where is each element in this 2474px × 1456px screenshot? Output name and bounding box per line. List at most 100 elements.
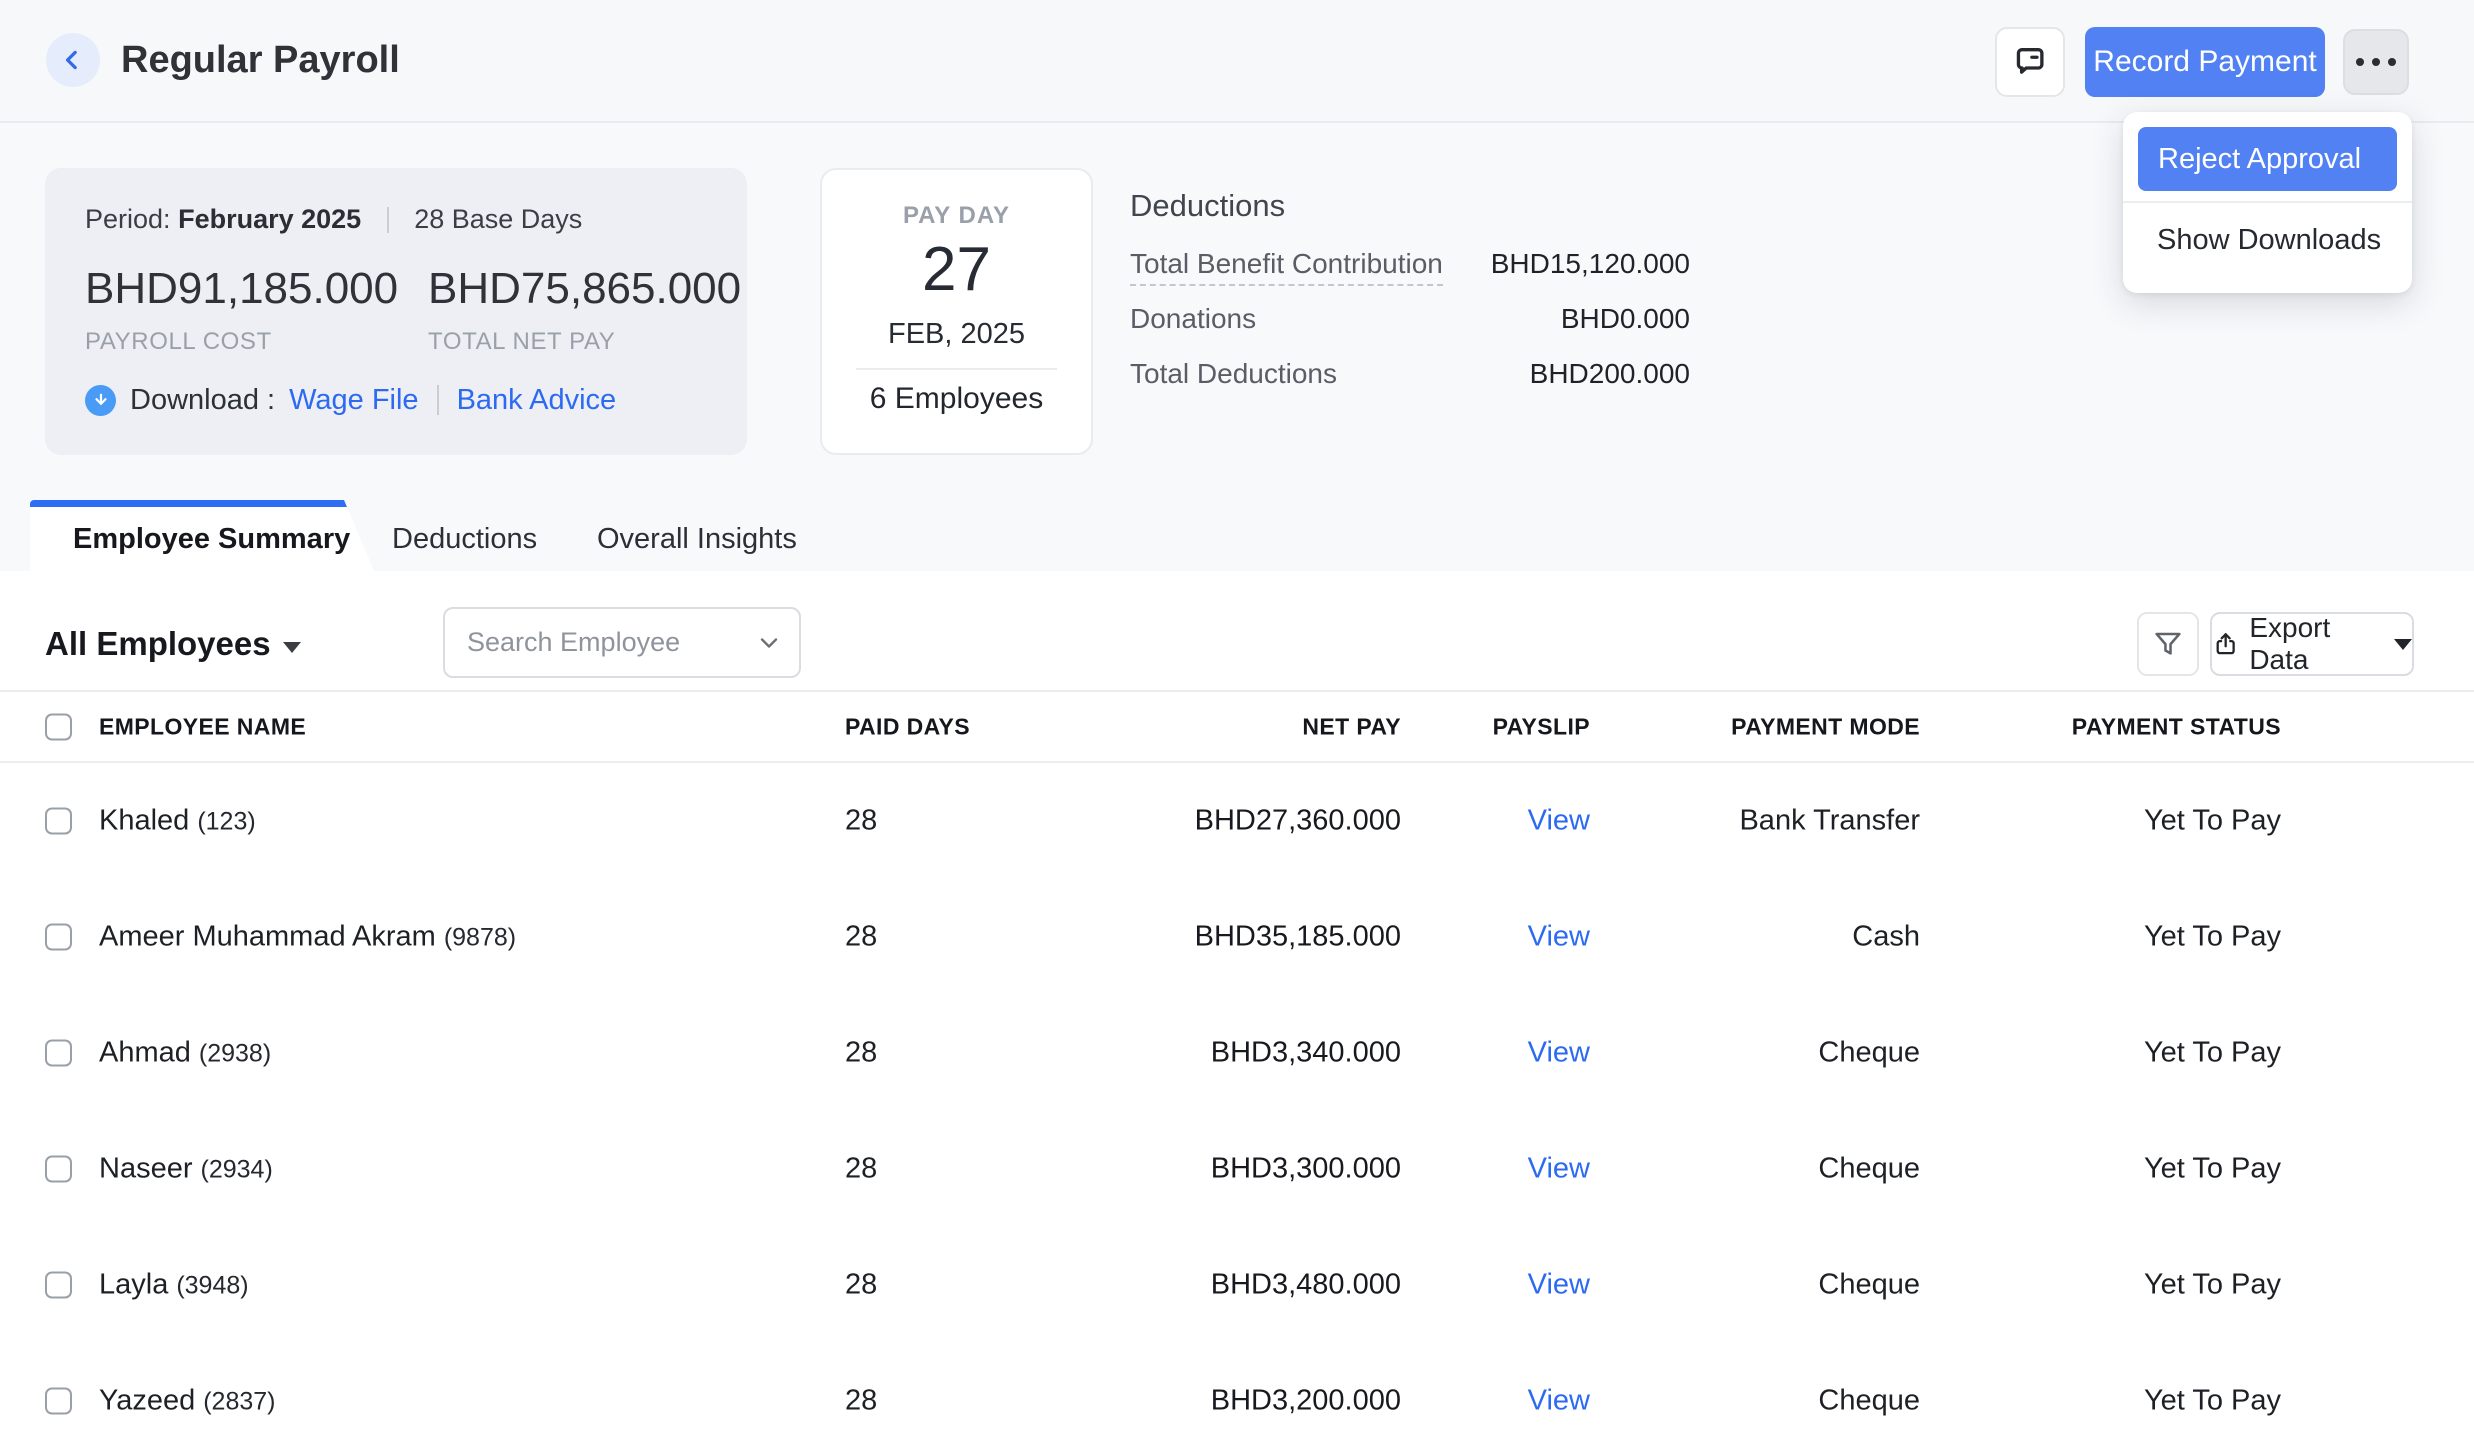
payment-status-cell: Yet To Pay	[2143, 1036, 2281, 1069]
row-checkbox[interactable]	[45, 1271, 72, 1299]
table-row: Yazeed (2837) 28 BHD3,200.000 View Cheque Yet …	[0, 1343, 2474, 1456]
total-net-pay-amount: BHD75,865.000	[428, 264, 742, 313]
download-row: Download : Wage File Bank Advice	[85, 380, 616, 420]
comments-button[interactable]	[1995, 27, 2065, 97]
payslip-view-link[interactable]: View	[1527, 1152, 1590, 1185]
payday-day: 27	[922, 235, 991, 304]
search-placeholder: Search Employee	[467, 627, 681, 657]
row-checkbox[interactable]	[45, 1039, 72, 1067]
search-employee-select[interactable]: Search Employee	[443, 607, 801, 678]
record-payment-button[interactable]: Record Payment	[2085, 27, 2325, 97]
payslip-view-link[interactable]: View	[1527, 1384, 1590, 1417]
row-checkbox[interactable]	[45, 923, 72, 951]
more-options-button[interactable]	[2343, 29, 2409, 95]
filter-button[interactable]	[2137, 612, 2199, 676]
payslip-view-link[interactable]: View	[1527, 920, 1590, 953]
deduction-label[interactable]: Total Benefit Contribution	[1130, 248, 1443, 286]
tab-employee-summary[interactable]: Employee Summary	[30, 500, 374, 571]
deduction-label: Donations	[1130, 303, 1257, 334]
payday-employee-count: 6 Employees	[869, 382, 1044, 415]
tab-strip: Employee Summary Deductions Overall Insi…	[0, 500, 2474, 571]
col-payment-status: PAYMENT STATUS	[2071, 713, 2281, 739]
period-value: February 2025	[178, 204, 362, 234]
row-checkbox[interactable]	[45, 807, 72, 835]
payment-status-cell: Yet To Pay	[2143, 804, 2281, 837]
ellipsis-icon	[2356, 58, 2364, 66]
period-line: Period: February 2025 28 Base Days	[85, 204, 582, 235]
employee-summary-section: All Employees Search Employee Export Dat…	[0, 571, 2474, 1456]
payslip-view-link[interactable]: View	[1527, 804, 1590, 837]
summary-section: Period: February 2025 28 Base Days BHD91…	[0, 121, 2474, 571]
employee-filter-dropdown[interactable]: All Employees	[45, 608, 301, 680]
more-options-menu: Reject Approval Show Downloads	[2123, 112, 2412, 293]
export-data-button[interactable]: Export Data	[2210, 612, 2414, 676]
paid-days-cell: 28	[845, 1268, 878, 1301]
chevron-left-icon	[65, 50, 77, 70]
payment-mode-cell: Cheque	[1818, 1152, 1920, 1185]
paid-days-cell: 28	[845, 920, 878, 953]
table-row: Ahmad (2938) 28 BHD3,340.000 View Cheque Yet T…	[0, 995, 2474, 1111]
payment-mode-cell: Cheque	[1818, 1036, 1920, 1069]
paid-days-cell: 28	[845, 1152, 878, 1185]
table-header: EMPLOYEE NAME PAID DAYS NET PAY PAYSLIP …	[0, 690, 2474, 763]
table-row: Naseer (2934) 28 BHD3,300.000 View Cheque Yet …	[0, 1111, 2474, 1227]
download-icon	[85, 384, 116, 416]
menu-item-show-downloads[interactable]: Show Downloads	[2157, 223, 2382, 256]
row-checkbox[interactable]	[45, 1387, 72, 1415]
employee-name-cell: Ahmad (2938)	[99, 1036, 272, 1069]
col-payslip: PAYSLIP	[1492, 713, 1590, 739]
col-paid-days: PAID DAYS	[845, 713, 971, 739]
payslip-view-link[interactable]: View	[1527, 1036, 1590, 1069]
payment-mode-cell: Cheque	[1818, 1384, 1920, 1417]
payroll-cost-label: PAYROLL COST	[85, 328, 272, 355]
paid-days-cell: 28	[845, 804, 878, 837]
col-employee-name: EMPLOYEE NAME	[99, 713, 307, 739]
payday-month-year: FEB, 2025	[887, 318, 1026, 350]
payday-card: PAY DAY 27 FEB, 2025 6 Employees	[820, 168, 1093, 455]
payment-status-cell: Yet To Pay	[2143, 920, 2281, 953]
select-all-checkbox[interactable]	[45, 713, 72, 740]
deductions-summary: Deductions Total Benefit Contribution BH…	[1130, 182, 1690, 482]
menu-divider	[2123, 201, 2412, 203]
net-pay-cell: BHD3,340.000	[1210, 1036, 1401, 1069]
tab-overall-insights[interactable]: Overall Insights	[597, 523, 797, 555]
wage-file-link[interactable]: Wage File	[289, 383, 419, 416]
net-pay-cell: BHD3,480.000	[1210, 1268, 1401, 1301]
divider	[436, 385, 439, 415]
employee-name-cell: Yazeed (2837)	[99, 1384, 276, 1417]
chevron-down-icon	[760, 638, 778, 648]
period-label: Period:	[85, 204, 171, 234]
employee-name-cell: Khaled (123)	[99, 804, 256, 837]
period-card: Period: February 2025 28 Base Days BHD91…	[45, 168, 747, 455]
filter-icon	[2155, 632, 2181, 655]
top-bar: Regular Payroll Record Payment	[0, 0, 2474, 123]
divider	[386, 207, 389, 233]
row-checkbox[interactable]	[45, 1155, 72, 1183]
net-pay-cell: BHD3,200.000	[1210, 1384, 1401, 1417]
net-pay-cell: BHD3,300.000	[1210, 1152, 1401, 1185]
total-net-pay-label: TOTAL NET PAY	[428, 328, 616, 355]
payroll-cost-amount: BHD91,185.000	[85, 264, 399, 313]
export-icon	[2216, 633, 2235, 655]
payment-status-cell: Yet To Pay	[2143, 1268, 2281, 1301]
back-button[interactable]	[46, 33, 100, 87]
col-net-pay: NET PAY	[1302, 713, 1401, 739]
payslip-view-link[interactable]: View	[1527, 1268, 1590, 1301]
payment-mode-cell: Cash	[1852, 920, 1920, 953]
active-tab-indicator	[30, 500, 348, 507]
payday-label: PAY DAY	[902, 202, 1011, 229]
deduction-row: Total Benefit Contribution BHD15,120.000	[1130, 248, 1690, 286]
deduction-value: BHD15,120.000	[1490, 248, 1690, 279]
deduction-value: BHD0.000	[1560, 303, 1690, 334]
base-days: 28 Base Days	[414, 204, 583, 234]
menu-item-reject-approval[interactable]: Reject Approval	[2138, 127, 2397, 191]
tab-deductions[interactable]: Deductions	[392, 523, 538, 555]
deduction-row: Donations BHD0.000	[1130, 303, 1690, 335]
table-row: Khaled (123) 28 BHD27,360.000 View Bank Trans…	[0, 763, 2474, 879]
net-pay-cell: BHD27,360.000	[1194, 804, 1401, 837]
bank-advice-link[interactable]: Bank Advice	[456, 383, 617, 416]
deduction-row: Total Deductions BHD200.000	[1130, 358, 1690, 390]
paid-days-cell: 28	[845, 1384, 878, 1417]
net-pay-cell: BHD35,185.000	[1194, 920, 1401, 953]
